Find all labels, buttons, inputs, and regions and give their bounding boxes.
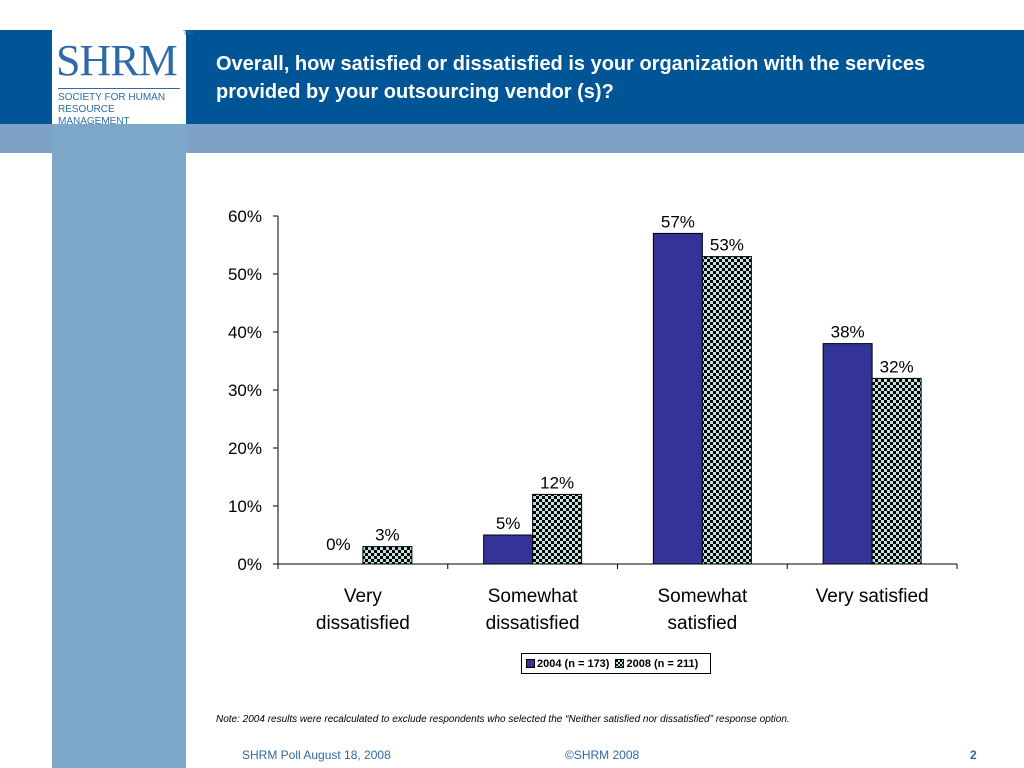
footer-poll-date: SHRM Poll August 18, 2008 (242, 748, 391, 762)
legend-item-2008: 2008 (n = 211) (615, 658, 698, 670)
data-label-2008: 12% (540, 473, 574, 492)
x-category-label: satisfied (668, 613, 738, 634)
bar-2008 (532, 493, 583, 565)
legend-label-2004: 2004 (n = 173) (537, 657, 610, 670)
x-category-label: dissatisfied (316, 613, 410, 634)
data-label-2004: 38% (831, 323, 865, 342)
legend-swatch-2004 (526, 659, 535, 668)
y-tick-label: 20% (228, 439, 262, 458)
y-tick-label: 50% (228, 265, 262, 284)
data-label-2004: 5% (496, 514, 521, 533)
data-label-2004: 0% (326, 535, 351, 554)
footer-copyright: ©SHRM 2008 (565, 748, 640, 762)
bar-2004 (652, 232, 703, 565)
bar-2004 (483, 534, 534, 565)
x-category-label: Very (344, 586, 383, 607)
legend-label-2008: 2008 (n = 211) (626, 657, 699, 670)
x-category-label: dissatisfied (486, 613, 580, 634)
y-tick-label: 10% (228, 497, 262, 516)
y-tick-label: 30% (228, 381, 262, 400)
x-category-label: Somewhat (488, 586, 578, 607)
legend-swatch-2008 (615, 659, 625, 668)
shrm-logo: SHRM TM SOCIETY FOR HUMAN RESOURCE MANAG… (52, 30, 193, 127)
side-strip (52, 124, 186, 768)
bar-2008 (362, 546, 413, 565)
bar-2004 (822, 343, 873, 565)
data-label-2008: 32% (880, 357, 914, 376)
logo-divider (58, 88, 180, 89)
bar-2008 (871, 377, 922, 565)
data-label-2008: 3% (375, 526, 400, 545)
bar-2008 (701, 256, 752, 565)
satisfaction-bar-chart: 0% 10% 20% 30% 40% 50% 60% 0% 3% Very dissatisfied… (228, 207, 958, 634)
data-label-2004: 57% (661, 212, 695, 231)
data-label-2008: 53% (710, 236, 744, 255)
footer-page-number: 2 (970, 748, 977, 762)
x-category-label: Very satisfied (816, 586, 929, 607)
y-tick-label: 0% (237, 555, 262, 574)
y-tick-label: 40% (228, 323, 262, 342)
logo-trademark: TM (183, 30, 194, 37)
y-tick-label: 60% (228, 207, 262, 226)
top-band (0, 0, 1024, 30)
chart-legend: 2004 (n = 173) 2008 (n = 211) (521, 653, 711, 674)
logo-wordmark: SHRM (56, 36, 178, 85)
slide-title: Overall, how satisfied or dissatisfied i… (216, 53, 926, 103)
legend-item-2004: 2004 (n = 173) (526, 658, 609, 670)
x-category-label: Somewhat (657, 586, 747, 607)
footnote: Note: 2004 results were recalculated to … (216, 714, 790, 725)
logo-subtitle: SOCIETY FOR HUMAN RESOURCE MANAGEMENT (58, 92, 166, 127)
